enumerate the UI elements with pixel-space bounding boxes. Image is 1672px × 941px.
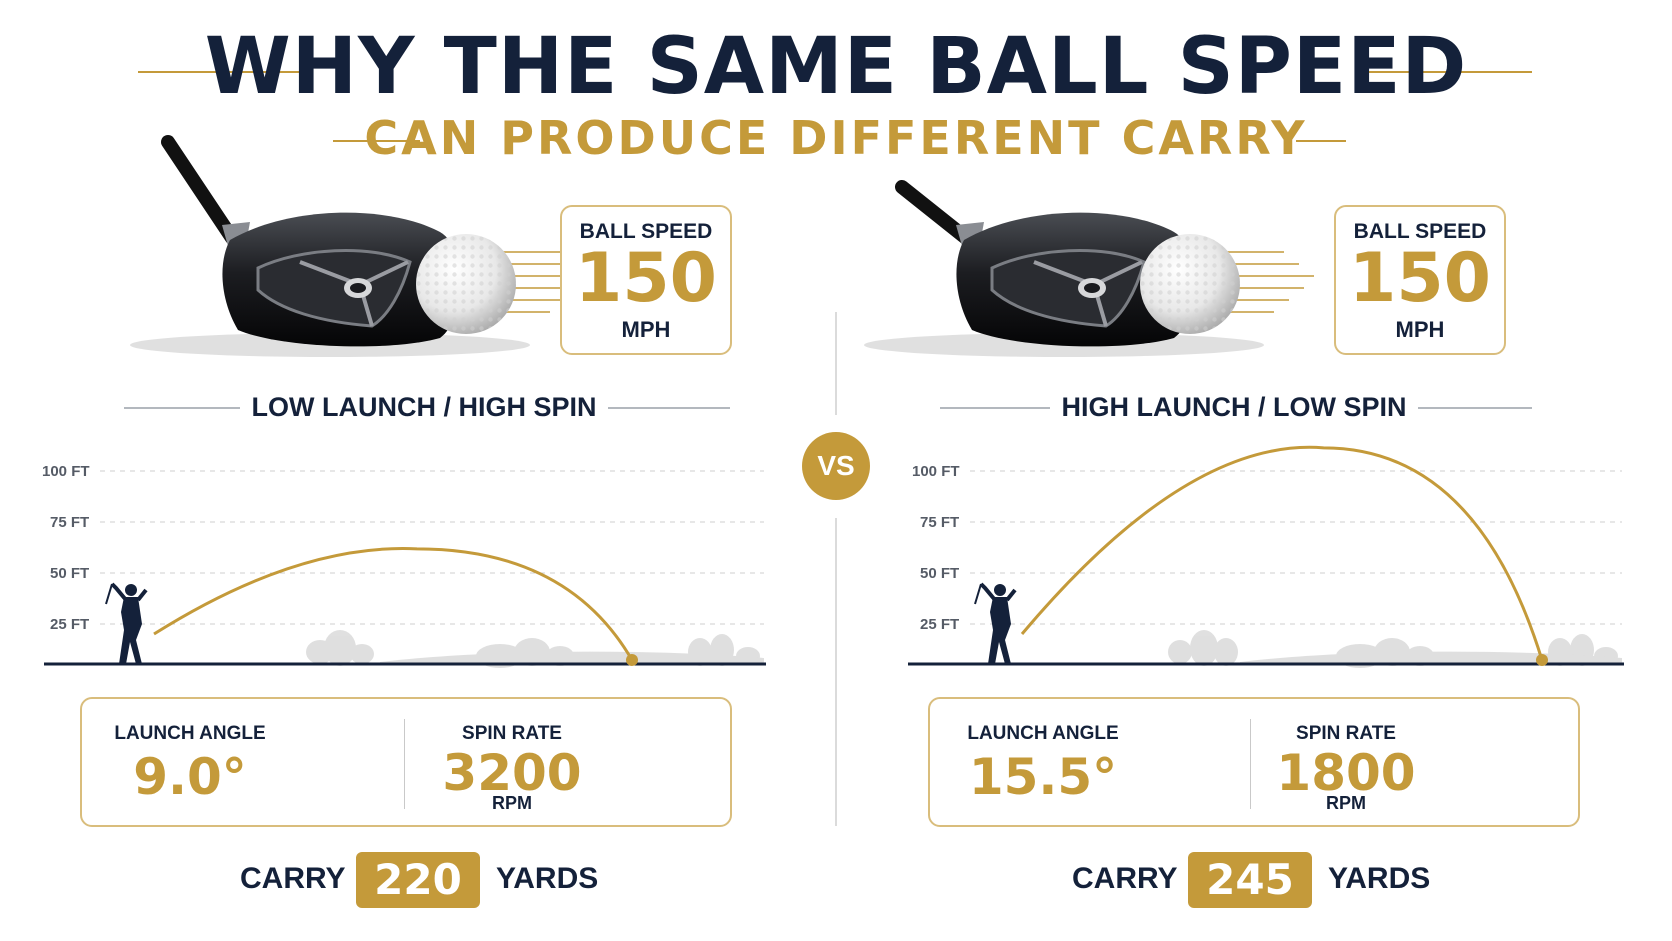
stats-divider: [404, 719, 405, 809]
golfer-icon: [105, 582, 148, 664]
carry-value: 245: [1188, 852, 1312, 908]
carry-unit: YARDS: [496, 862, 599, 895]
y-tick-label: 100 FT: [912, 463, 960, 480]
section-title-right: HIGH LAUNCH / LOW SPIN: [1061, 392, 1407, 422]
trajectory-right: [1020, 445, 1548, 666]
golf-ball-icon: [416, 234, 590, 334]
spin-rate-unit: RPM: [1326, 793, 1366, 813]
y-tick-label: 100 FT: [42, 463, 90, 480]
spin-rate-label: SPIN RATE: [462, 723, 562, 744]
section-title-left: LOW LAUNCH / HIGH SPIN: [251, 392, 597, 422]
ball-speed-label: BALL SPEED: [579, 220, 713, 243]
spin-rate-value: 3200: [442, 744, 582, 802]
launch-angle-label: LAUNCH ANGLE: [967, 723, 1119, 744]
launch-angle-value: 15.5°: [968, 748, 1118, 806]
landing-point: [626, 654, 638, 666]
grid-right: [970, 470, 1622, 625]
y-tick-label: 50 FT: [50, 565, 90, 582]
driver-icon: [130, 135, 530, 357]
trajectory-line: [153, 547, 634, 661]
carry-unit: YARDS: [1328, 862, 1431, 895]
trajectory-line: [1020, 445, 1544, 661]
y-tick-label: 75 FT: [920, 514, 960, 531]
terrain-left: [306, 630, 764, 668]
terrain-right: [1168, 630, 1622, 668]
ball-speed-value: 150: [575, 239, 717, 318]
ball-speed-label: BALL SPEED: [1353, 220, 1487, 243]
spin-rate-unit: RPM: [492, 793, 532, 813]
y-tick-label: 50 FT: [920, 565, 960, 582]
spin-rate-label: SPIN RATE: [1296, 723, 1396, 744]
golf-ball-icon: [1140, 234, 1314, 334]
ball-speed-unit: MPH: [621, 317, 671, 342]
vs-badge: VS: [802, 432, 870, 500]
ball-speed-card-left: BALL SPEED 150 MPH: [560, 205, 732, 355]
ball-speed-unit: MPH: [1395, 317, 1445, 342]
driver-icon: [864, 180, 1264, 357]
stats-divider: [1250, 719, 1251, 809]
stats-card-left: LAUNCH ANGLE 9.0° SPIN RATE 3200 RPM: [80, 697, 732, 827]
spin-rate-value: 1800: [1276, 744, 1416, 802]
landing-point: [1536, 654, 1548, 666]
ball-speed-value: 150: [1349, 239, 1491, 318]
launch-angle-label: LAUNCH ANGLE: [114, 723, 266, 744]
page-subtitle: CAN PRODUCE DIFFERENT CARRY: [364, 111, 1308, 165]
y-tick-label: 75 FT: [50, 514, 90, 531]
y-tick-label: 25 FT: [920, 616, 960, 633]
grid-left: [100, 470, 764, 625]
stats-card-right: LAUNCH ANGLE 15.5° SPIN RATE 1800 RPM: [928, 697, 1580, 827]
page-title: WHY THE SAME BALL SPEED: [204, 22, 1468, 112]
ball-speed-card-right: BALL SPEED 150 MPH: [1334, 205, 1506, 355]
trajectory-left: [153, 547, 638, 666]
launch-angle-value: 9.0°: [133, 748, 247, 806]
carry-label: CARRY: [1072, 862, 1178, 895]
y-tick-label: 25 FT: [50, 616, 90, 633]
carry-label: CARRY: [240, 862, 346, 895]
carry-value: 220: [356, 852, 480, 908]
golfer-icon: [974, 582, 1017, 664]
